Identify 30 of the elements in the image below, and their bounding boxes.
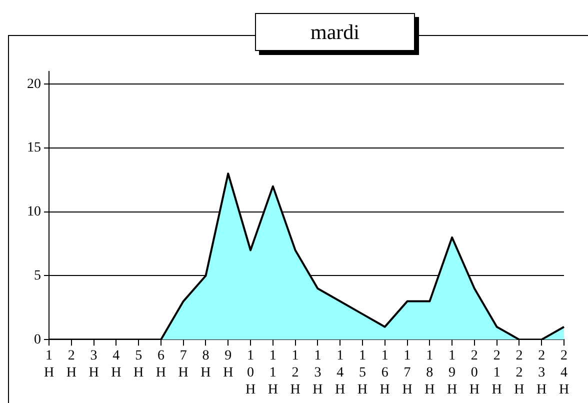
x-tick-label: 18H — [424, 348, 435, 398]
y-tick-label: 0 — [34, 332, 41, 348]
x-tick-label: 16H — [380, 348, 390, 398]
x-tick-label: 10H — [245, 348, 256, 398]
chart-title: mardi — [255, 13, 415, 51]
y-tick-label: 5 — [34, 268, 41, 284]
x-tick-label: 1H — [44, 348, 54, 380]
x-tick-label: 4H — [111, 348, 122, 380]
x-tick-label: 12H — [290, 348, 300, 398]
x-tick-label: 6H — [156, 348, 166, 380]
x-tick-label: 14H — [335, 348, 346, 398]
x-tick-label: 3H — [88, 348, 99, 380]
x-tick-label: 5H — [134, 348, 144, 380]
x-tick-label: 8H — [200, 348, 211, 380]
x-tick-label: 21H — [492, 348, 502, 398]
x-tick-label: 19H — [446, 348, 458, 398]
x-tick-label: 15H — [357, 348, 368, 398]
x-tick-label: 9H — [223, 348, 234, 380]
x-tick-label: 11H — [268, 348, 278, 398]
x-tick-label: 7H — [178, 348, 188, 380]
x-tick-label: 20H — [469, 348, 480, 398]
x-tick-label: 13H — [312, 348, 323, 398]
x-tick-label: 22H — [514, 348, 524, 398]
y-tick-label: 15 — [27, 140, 41, 156]
y-tick-label: 10 — [27, 204, 41, 220]
x-tick-label: 17H — [402, 348, 412, 398]
x-tick-label: 23H — [536, 348, 547, 398]
x-tick-label: 2H — [66, 348, 76, 380]
y-tick-label: 20 — [27, 76, 41, 92]
x-tick-label: 24H — [558, 348, 570, 398]
